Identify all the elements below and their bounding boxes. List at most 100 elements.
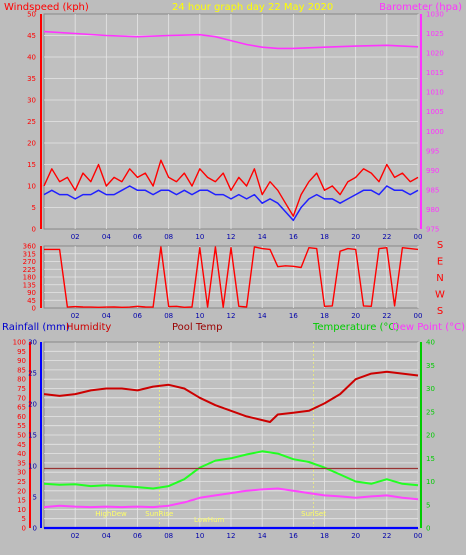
windspeed-axis-label: Windspeed (kph) xyxy=(4,2,89,13)
humidity-y-tick-label: 50 xyxy=(17,432,26,440)
pool-temp-line xyxy=(43,487,419,509)
temperature-y-tick-label: 40 xyxy=(426,339,435,347)
panel3-x-tick-label: 00 xyxy=(414,532,423,540)
direction-y-tick-label: 225 xyxy=(23,266,36,274)
windspeed-y-tick-label: 25 xyxy=(27,118,36,126)
temperature-y-tick-label: 25 xyxy=(426,408,435,416)
windspeed-y-tick-label: 15 xyxy=(27,161,36,169)
compass-label: E xyxy=(437,257,443,268)
windspeed-y-tick-label: 30 xyxy=(27,97,36,105)
humidity-y-tick-label: 90 xyxy=(17,357,26,365)
barometer-y-tick-label: 1015 xyxy=(426,69,444,77)
panel1-x-tick-label: 12 xyxy=(227,233,236,241)
barometer-y-tick-label: 990 xyxy=(426,167,439,175)
humidity-line xyxy=(43,370,419,423)
event-annotation: LowHum xyxy=(194,516,224,524)
windspeed-y-tick-label: 40 xyxy=(27,54,36,62)
event-annotation: SunRise xyxy=(145,510,173,518)
panel1-x-tick-label: 00 xyxy=(414,233,423,241)
panel2-x-tick-label: 20 xyxy=(351,312,360,320)
humidity-y-tick-label: 45 xyxy=(17,441,26,449)
panel2-x-tick-label: 02 xyxy=(71,312,80,320)
panel3-x-tick-label: 18 xyxy=(320,532,329,540)
humidity-y-tick-label: 95 xyxy=(17,348,26,356)
panel2-x-tick-label: 14 xyxy=(258,312,267,320)
barometer-y-tick-label: 1030 xyxy=(426,11,444,19)
barometer-y-tick-label: 995 xyxy=(426,147,439,155)
barometer-y-tick-label: 985 xyxy=(426,186,439,194)
panel3-x-tick-label: 14 xyxy=(258,532,267,540)
panel3-x-tick-label: 12 xyxy=(227,532,236,540)
humidity-y-tick-label: 10 xyxy=(17,506,26,514)
direction-y-tick-label: 315 xyxy=(23,250,36,258)
panel3-x-tick-label: 16 xyxy=(289,532,298,540)
direction-y-tick-label: 0 xyxy=(32,305,36,313)
panel2-x-tick-label: 06 xyxy=(133,312,142,320)
rainfall-y-tick-label: 25 xyxy=(28,370,37,378)
panel1-x-tick-label: 08 xyxy=(164,233,173,241)
humidity-y-tick-label: 80 xyxy=(17,376,26,384)
temperature-y-tick-label: 20 xyxy=(426,432,435,440)
temperature-y-tick-label: 35 xyxy=(426,362,435,370)
humidity-y-tick-label: 15 xyxy=(17,497,26,505)
humidity-y-tick-label: 40 xyxy=(17,450,26,458)
barometer-axis-label: Barometer (hpa) xyxy=(379,2,462,13)
panel3-x-tick-label: 20 xyxy=(351,532,360,540)
humidity-axis-label: Humidity xyxy=(66,322,111,333)
temperature-y-tick-label: 5 xyxy=(426,501,430,509)
windspeed-line xyxy=(43,159,419,217)
panel1-x-tick-label: 22 xyxy=(382,233,391,241)
humidity-y-tick-label: 30 xyxy=(17,469,26,477)
temperature-y-tick-label: 15 xyxy=(426,455,435,463)
wind-direction-line xyxy=(44,246,419,308)
humidity-y-tick-label: 100 xyxy=(13,339,26,347)
barometer-y-tick-label: 1005 xyxy=(426,108,444,116)
panel3-x-tick-label: 02 xyxy=(71,532,80,540)
direction-y-tick-label: 180 xyxy=(23,274,36,282)
rainfall-y-tick-label: 0 xyxy=(33,525,37,533)
barometer-y-tick-label: 1025 xyxy=(426,30,444,38)
barometer-y-tick-label: 1000 xyxy=(426,128,444,136)
humidity-y-tick-label: 25 xyxy=(17,478,26,486)
humidity-y-tick-label: 60 xyxy=(17,413,26,421)
panel1-x-tick-label: 20 xyxy=(351,233,360,241)
humidity-y-tick-label: 5 xyxy=(22,515,26,523)
panel2-x-tick-label: 22 xyxy=(382,312,391,320)
panel2-x-tick-label: 00 xyxy=(414,312,423,320)
panel2-x-tick-label: 16 xyxy=(289,312,298,320)
pool-temp-label: Pool Temp xyxy=(172,322,223,333)
panel3-x-tick-label: 22 xyxy=(382,532,391,540)
rainfall-y-tick-label: 10 xyxy=(28,463,37,471)
humidity-y-tick-label: 20 xyxy=(17,487,26,495)
humidity-y-tick-label: 55 xyxy=(17,422,26,430)
direction-y-tick-label: 360 xyxy=(23,243,36,251)
panel1-x-tick-label: 16 xyxy=(289,233,298,241)
chart-title: 24 hour graph day 22 May 2020 xyxy=(172,2,333,13)
compass-label: N xyxy=(436,273,443,284)
humidity-y-tick-label: 75 xyxy=(17,385,26,393)
panel1-x-tick-label: 14 xyxy=(258,233,267,241)
panel2-x-tick-label: 12 xyxy=(227,312,236,320)
event-annotation: HighDew xyxy=(95,510,127,518)
panel2-x-tick-label: 10 xyxy=(195,312,204,320)
panel2-x-tick-label: 04 xyxy=(102,312,111,320)
barometer-line xyxy=(43,30,419,50)
humidity-y-tick-label: 70 xyxy=(17,394,26,402)
rainfall-y-tick-label: 15 xyxy=(28,432,37,440)
humidity-y-tick-label: 0 xyxy=(22,525,26,533)
direction-y-tick-label: 45 xyxy=(27,297,36,305)
temperature-axis-label: Temperature (°C) xyxy=(312,322,399,333)
panel2-x-tick-label: 08 xyxy=(164,312,173,320)
compass-label: W xyxy=(435,290,445,301)
rainfall-y-tick-label: 5 xyxy=(33,494,37,502)
panel1-x-tick-label: 18 xyxy=(320,233,329,241)
barometer-y-tick-label: 980 xyxy=(426,206,439,214)
panel1-x-tick-label: 04 xyxy=(102,233,111,241)
temperature-y-tick-label: 30 xyxy=(426,385,435,393)
humidity-y-tick-label: 35 xyxy=(17,459,26,467)
windspeed-y-tick-label: 20 xyxy=(27,140,36,148)
temperature-y-tick-label: 0 xyxy=(426,525,430,533)
event-annotation: SunSet xyxy=(301,510,326,518)
average-wind-line xyxy=(43,185,419,222)
